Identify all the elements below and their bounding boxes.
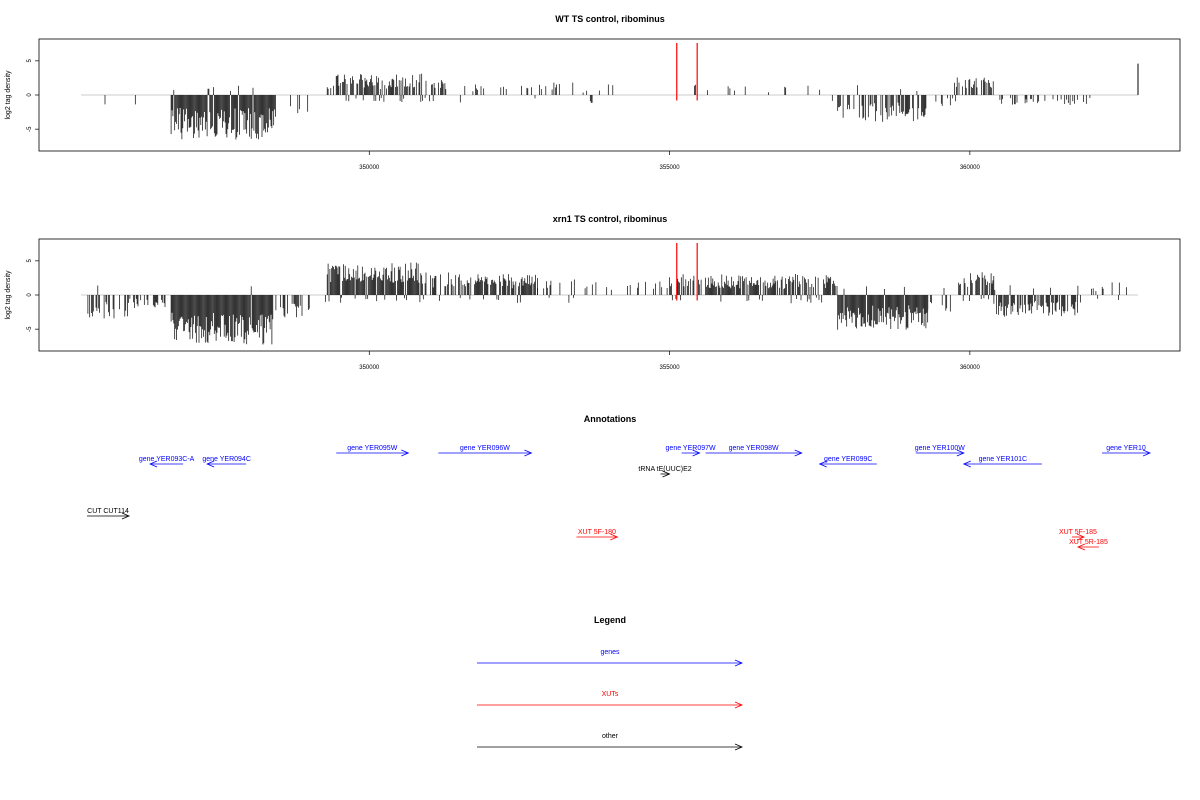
xrn1-density-bars xyxy=(81,262,1138,345)
feature-arrowhead xyxy=(662,470,671,478)
xrn1-highlight-lines xyxy=(676,243,698,301)
legend-entry: genes xyxy=(477,649,744,667)
annotation-feature: gene YER099C xyxy=(818,456,877,468)
x-tick-label: 350000 xyxy=(359,365,380,371)
feature-label: gene YER10 xyxy=(1106,445,1146,452)
feature-arrowhead xyxy=(401,449,410,457)
annotations-panel: Annotations gene YER093C-A gene YER094Cge… xyxy=(87,414,1152,551)
annotation-feature: XUT 5R-185 xyxy=(1069,539,1108,551)
feature-arrowhead xyxy=(818,460,827,468)
feature-arrowhead xyxy=(692,449,701,457)
legend-entry: XUTs xyxy=(477,691,744,709)
y-tick-label: 5 xyxy=(27,59,33,63)
legend-arrowhead xyxy=(734,743,744,751)
legend-label: other xyxy=(602,733,619,740)
x-tick-label: 355000 xyxy=(660,365,681,371)
feature-arrowhead xyxy=(794,449,803,457)
feature-label: gene YER101C xyxy=(979,456,1028,463)
feature-arrowhead xyxy=(121,512,131,520)
annotation-feature: gene YER10 xyxy=(1101,445,1152,457)
feature-label: XUT 5F-185 xyxy=(1059,529,1097,536)
feature-label: CUT CUT114 xyxy=(87,508,129,515)
feature-label: XUT 5R-185 xyxy=(1069,539,1108,546)
feature-arrowhead xyxy=(610,533,619,541)
feature-arrowhead xyxy=(1076,543,1086,551)
feature-label: gene YER093C-A xyxy=(139,456,195,463)
annotation-feature: gene YER096W xyxy=(438,445,533,457)
feature-label: gene YER095W xyxy=(347,445,397,452)
xrn1-panel: xrn1 TS control, ribominus log2 tag dens… xyxy=(5,214,1181,371)
annotation-tracks: gene YER093C-A gene YER094C gene YER095W ge… xyxy=(87,445,1152,551)
wt-highlight-lines xyxy=(676,43,698,101)
feature-label: gene YER097W xyxy=(666,445,716,452)
feature-arrowhead xyxy=(962,460,971,468)
legend-entries: genes XUTs other xyxy=(477,649,744,751)
feature-arrowhead xyxy=(1076,533,1085,541)
annotation-feature: gene YER101C xyxy=(962,456,1042,468)
annotation-feature: XUT 5F-180 xyxy=(576,529,619,541)
feature-label: gene YER098W xyxy=(729,445,779,452)
xrn1-panel-title: xrn1 TS control, ribominus xyxy=(553,214,668,224)
annotation-feature: gene YER097W xyxy=(666,445,716,457)
wt-panel: WT TS control, ribominus log2 tag densit… xyxy=(5,14,1181,171)
feature-label: gene YER100W xyxy=(915,445,965,452)
legend-arrowhead xyxy=(734,659,744,667)
y-tick-label: -5 xyxy=(27,126,33,132)
wt-y-axis-label: log2 tag density xyxy=(5,70,12,120)
annotation-feature: gene YER095W xyxy=(336,445,410,457)
feature-label: gene YER096W xyxy=(460,445,510,452)
legend-title: Legend xyxy=(594,615,626,625)
xrn1-x-ticks: 350000 355000 360000 xyxy=(359,351,981,371)
feature-arrowhead xyxy=(206,460,215,468)
annotation-feature: gene YER094C xyxy=(202,456,251,468)
y-tick-label: 0 xyxy=(27,293,33,297)
wt-panel-title: WT TS control, ribominus xyxy=(555,14,665,24)
x-tick-label: 360000 xyxy=(960,165,981,171)
annotations-title: Annotations xyxy=(584,414,637,424)
wt-x-ticks: 350000 355000 360000 xyxy=(359,151,981,171)
feature-arrowhead xyxy=(524,449,533,457)
feature-arrowhead xyxy=(956,449,965,457)
annotation-feature: CUT CUT114 xyxy=(87,508,131,520)
feature-label: XUT 5F-180 xyxy=(578,529,616,536)
legend-panel: Legend genes XUTs other xyxy=(477,615,744,751)
annotation-feature: tRNA tE(UUC)E2 xyxy=(638,466,692,478)
wt-y-ticks: 5 0 -5 xyxy=(27,59,39,132)
legend-label: XUTs xyxy=(602,691,619,698)
legend-arrowhead xyxy=(734,701,744,709)
annotation-feature: XUT 5F-185 xyxy=(1059,529,1097,541)
xrn1-y-axis-label: log2 tag density xyxy=(5,270,12,320)
annotation-feature: gene YER100W xyxy=(915,445,965,457)
feature-arrowhead xyxy=(1142,449,1152,457)
legend-label: genes xyxy=(600,649,620,656)
feature-label: gene YER094C xyxy=(202,456,251,463)
x-tick-label: 355000 xyxy=(660,165,681,171)
wt-density-bars xyxy=(81,63,1139,140)
legend-entry: other xyxy=(477,733,744,751)
y-tick-label: -5 xyxy=(27,326,33,332)
y-tick-label: 5 xyxy=(27,259,33,263)
y-tick-label: 0 xyxy=(27,93,33,97)
x-tick-label: 350000 xyxy=(359,165,380,171)
annotation-feature: gene YER093C-A xyxy=(139,456,195,468)
feature-arrowhead xyxy=(149,460,158,468)
annotation-feature: gene YER098W xyxy=(705,445,803,457)
xrn1-y-ticks: 5 0 -5 xyxy=(27,259,39,332)
feature-label: gene YER099C xyxy=(824,456,873,463)
feature-label: tRNA tE(UUC)E2 xyxy=(638,466,691,473)
x-tick-label: 360000 xyxy=(960,365,981,371)
